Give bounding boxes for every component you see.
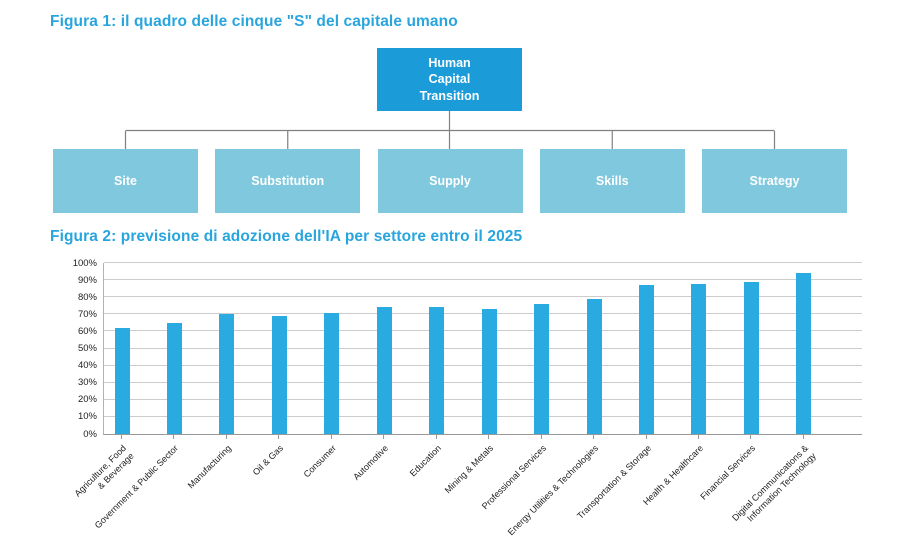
bar-energy-utilities-technologies — [586, 299, 602, 434]
x-axis-tick — [802, 435, 804, 439]
x-axis-tick — [330, 435, 332, 439]
figure1-caption: Figura 1: il quadro delle cinque "S" del… — [50, 13, 458, 30]
bar-financial-services — [743, 282, 759, 434]
bar-education — [429, 307, 445, 434]
y-axis-label: 70% — [77, 308, 97, 320]
y-axis-label: 20% — [77, 394, 97, 406]
org-box-label: Substitution — [251, 174, 325, 188]
org-children: Site Substitution Supply Skills Strategy — [53, 149, 847, 213]
org-box-label: Supply — [429, 174, 471, 188]
x-axis-tick — [435, 435, 437, 439]
org-box-substitution: Substitution — [215, 149, 361, 213]
bar-consumer — [324, 313, 340, 434]
x-axis-tick — [697, 435, 699, 439]
y-axis-label: 50% — [77, 343, 97, 354]
bar-mining-metals — [481, 309, 497, 434]
bar-manufacturing — [219, 314, 235, 434]
bar-transportation-storage — [639, 285, 654, 434]
gridline-100 — [104, 262, 862, 263]
gridline-90 — [104, 279, 862, 281]
y-axis-label: 80% — [77, 291, 97, 303]
figure2-caption: Figura 2: previsione di adozione dell'IA… — [50, 228, 523, 245]
bar-government-public-sector — [166, 323, 182, 434]
y-axis-label: 30% — [77, 377, 97, 389]
x-axis-tick — [121, 435, 122, 439]
x-axis-tick — [173, 435, 175, 439]
x-axis-label-agriculture-food-beverage: Agriculture, Food & Beverage — [72, 443, 136, 499]
x-axis-tick — [540, 435, 542, 439]
y-axis-label: 90% — [77, 274, 97, 286]
x-axis-tick — [593, 435, 595, 439]
bar-health-healthcare — [691, 284, 707, 434]
y-axis-label: 40% — [77, 360, 97, 372]
plot-area — [103, 262, 862, 435]
org-box-skills: Skills — [539, 149, 685, 213]
org-box-root: Human Capital Transition — [377, 48, 522, 111]
org-root-label-line3: Transition — [419, 88, 480, 103]
x-axis-tick — [645, 435, 647, 439]
bar-chart: 0% 10% 20% 30% 40% 50% 60% 70% 80% 90% 100% Agricul… — [60, 258, 872, 538]
x-axis-tick — [225, 435, 227, 439]
gridline-80 — [104, 296, 862, 298]
y-axis-label: 10% — [77, 411, 97, 423]
y-axis-label: 0% — [83, 428, 97, 440]
y-axis-label: 100% — [72, 257, 97, 269]
x-axis-tick — [383, 435, 385, 439]
org-box-supply: Supply — [377, 149, 523, 213]
org-box-strategy: Strategy — [702, 149, 847, 213]
y-axis-label: 60% — [77, 325, 97, 337]
bar-professional-services — [534, 304, 550, 434]
bar-oil-gas — [271, 316, 287, 434]
org-box-site: Site — [53, 149, 198, 213]
org-root-label-line2: Capital — [428, 72, 471, 87]
x-axis-tick — [488, 435, 490, 439]
bar-automotive — [376, 307, 392, 434]
org-box-label: Skills — [595, 174, 629, 188]
org-box-label: Strategy — [749, 174, 800, 188]
bar-agriculture-food-beverage — [114, 328, 130, 434]
org-root-label-line1: Human — [428, 56, 471, 71]
org-box-label: Site — [114, 174, 137, 188]
bar-digital-communications-information-technology — [796, 273, 812, 434]
x-axis-tick — [278, 435, 280, 439]
x-axis-tick — [750, 435, 752, 439]
